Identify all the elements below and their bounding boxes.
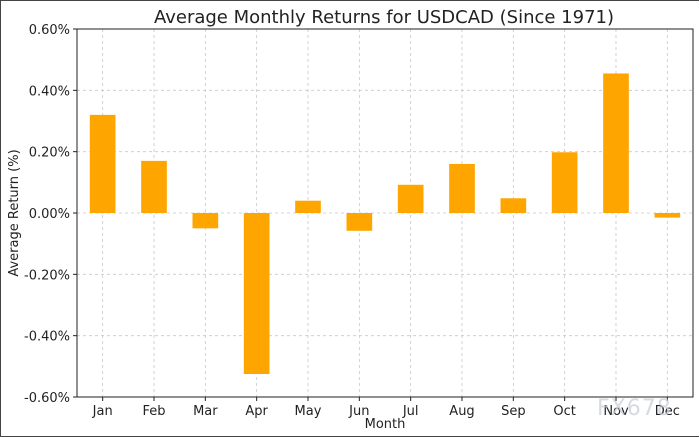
x-tick-label: Aug: [449, 404, 474, 419]
x-axis-ticks: Jan Feb Mar Apr May Jun Jul Aug Sep Oct Nov Dec: [92, 397, 680, 419]
bar-may: [295, 200, 321, 213]
x-tick-label: Sep: [501, 404, 526, 419]
grid-lines: [77, 28, 693, 398]
x-tick-label: Dec: [655, 404, 680, 419]
y-tick-label: -0.40%: [24, 330, 70, 345]
bar-jan: [89, 114, 116, 213]
bar-aug: [449, 163, 475, 213]
x-tick-label: Mar: [193, 404, 218, 419]
y-tick-label: 0.20%: [29, 146, 70, 161]
x-tick-label: Feb: [142, 404, 165, 419]
x-tick-label: Apr: [245, 404, 268, 419]
x-tick-label: Jun: [348, 404, 369, 419]
bar-nov: [603, 73, 629, 213]
y-tick-label: 0.40%: [29, 84, 70, 99]
bar-mar: [192, 213, 219, 229]
bar-feb: [141, 160, 167, 213]
chart-title: Average Monthly Returns for USDCAD (Sinc…: [154, 7, 614, 28]
x-tick-label: Oct: [553, 404, 575, 419]
bar-jul: [397, 184, 424, 213]
y-tick-label: 0.00%: [29, 207, 70, 222]
x-tick-label: Jul: [402, 404, 419, 419]
bar-sep: [500, 198, 527, 213]
y-tick-label: -0.20%: [24, 268, 70, 283]
y-tick-label: -0.60%: [24, 391, 70, 406]
y-tick-label: 0.60%: [29, 23, 70, 38]
bar-oct: [551, 152, 578, 213]
x-tick-label: May: [295, 404, 322, 419]
bar-apr: [243, 213, 270, 374]
bar-jun: [346, 213, 373, 231]
x-tick-label: Jan: [92, 404, 113, 419]
bar-dec: [654, 213, 681, 218]
bars: [89, 73, 681, 374]
x-axis-label: Month: [365, 417, 406, 432]
y-axis-label: Average Return (%): [7, 149, 22, 276]
x-tick-label: Nov: [603, 404, 629, 419]
y-axis-ticks: 0.60% 0.40% 0.20% 0.00% -0.20% -0.40% -0.60%: [24, 23, 77, 406]
